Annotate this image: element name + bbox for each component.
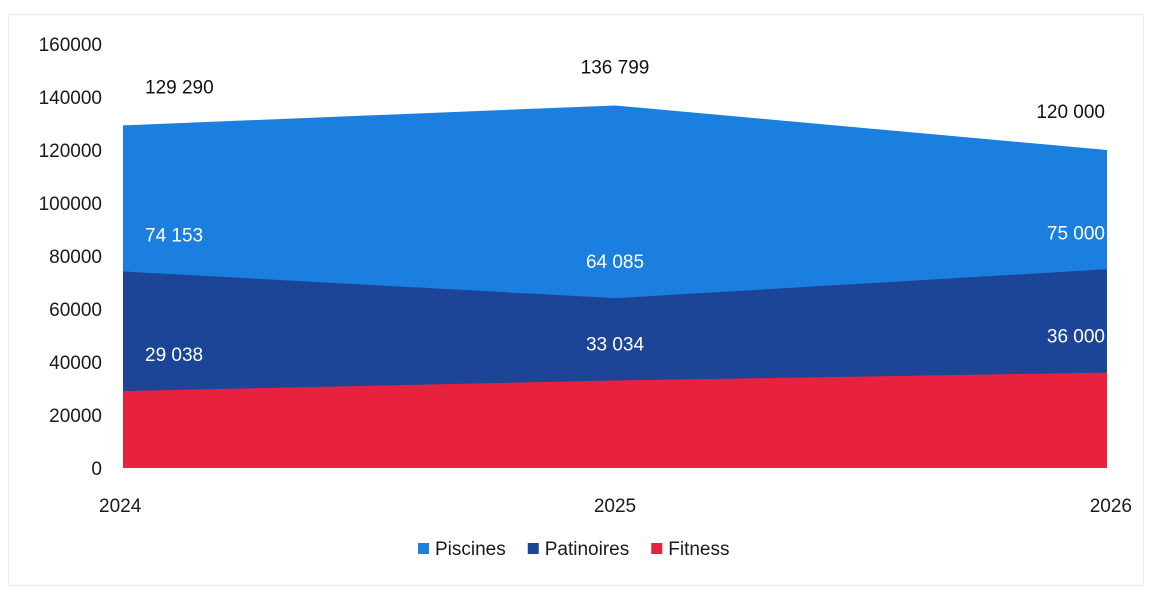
data-label-fitness: 36 000 [1047, 327, 1105, 348]
data-label-patinoires: 75 000 [1047, 223, 1105, 244]
y-tick-label: 20000 [49, 406, 102, 427]
x-axis: 2024 2025 2026 [99, 496, 1132, 517]
area-fitness [123, 372, 1107, 468]
x-tick-label: 2024 [99, 496, 142, 517]
area-layers [123, 105, 1107, 468]
data-labels: 29 038 33 034 36 000 74 153 64 085 75 000 129 … [145, 57, 1105, 366]
y-tick-label: 0 [91, 459, 102, 480]
data-label-fitness: 29 038 [145, 345, 203, 366]
y-tick-label: 60000 [49, 300, 102, 321]
legend-swatch-piscines [418, 543, 429, 554]
x-tick-label: 2026 [1090, 496, 1132, 517]
legend-label-patinoires: Patinoires [545, 539, 630, 560]
legend-label-fitness: Fitness [668, 539, 729, 560]
data-label-patinoires: 74 153 [145, 225, 203, 246]
data-label-fitness: 33 034 [586, 334, 645, 355]
data-label-piscines: 136 799 [581, 57, 650, 78]
x-tick-label: 2025 [594, 496, 636, 517]
legend: Piscines Patinoires Fitness [418, 539, 730, 560]
legend-label-piscines: Piscines [435, 539, 506, 560]
y-tick-label: 120000 [39, 141, 102, 162]
data-label-piscines: 120 000 [1036, 102, 1105, 123]
y-tick-label: 40000 [49, 353, 102, 374]
y-axis: 0 20000 40000 60000 80000 100000 120000 140000 1… [39, 35, 102, 480]
legend-swatch-fitness [651, 543, 663, 554]
y-tick-label: 80000 [49, 247, 102, 268]
y-tick-label: 160000 [39, 35, 102, 56]
y-tick-label: 100000 [39, 194, 102, 215]
y-tick-label: 140000 [39, 88, 102, 109]
data-label-patinoires: 64 085 [586, 252, 644, 273]
data-label-piscines: 129 290 [145, 77, 214, 98]
legend-swatch-patinoires [527, 543, 539, 554]
